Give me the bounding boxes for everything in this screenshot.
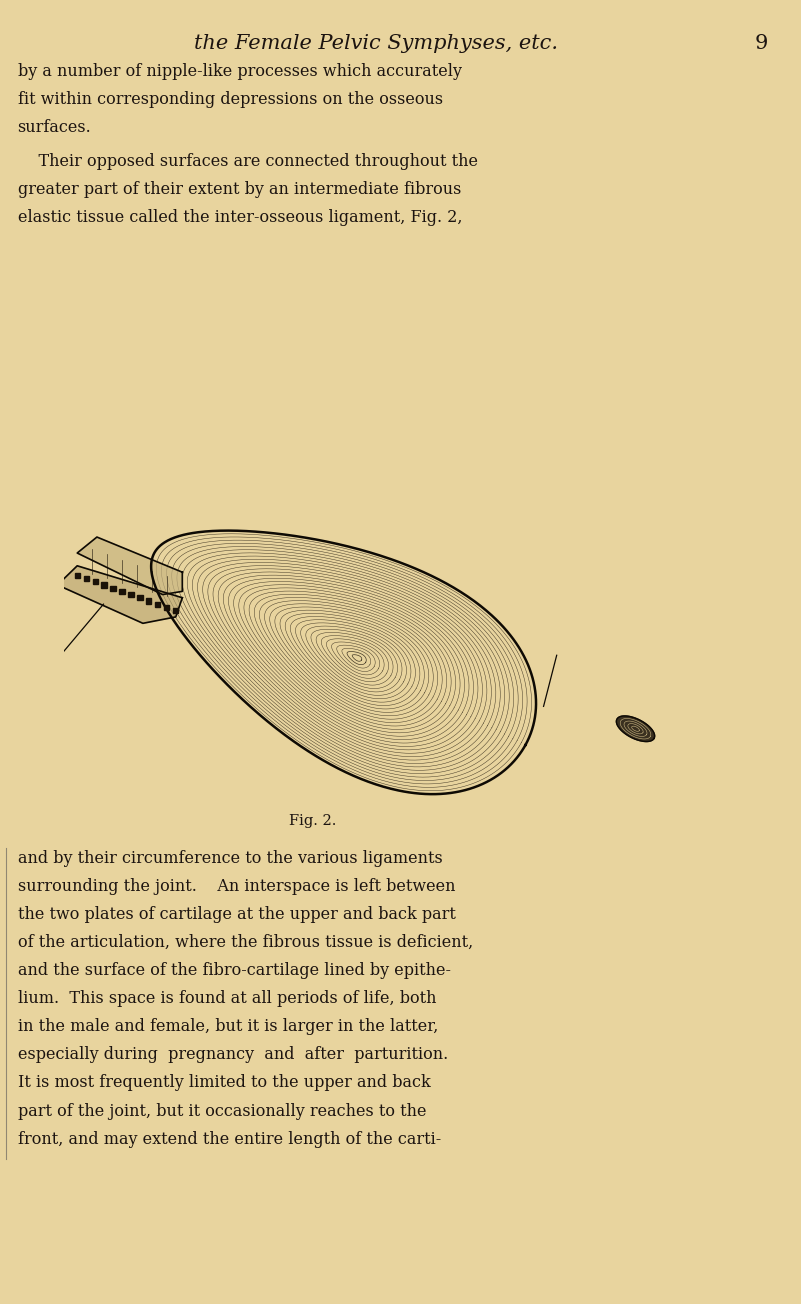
Text: and the surface of the fibro-cartilage lined by epithe-: and the surface of the fibro-cartilage l… (18, 962, 451, 979)
Bar (155, 601, 160, 606)
Text: surrounding the joint.    An interspace is left between: surrounding the joint. An interspace is … (18, 879, 455, 896)
Text: the Female Pelvic Symphyses, etc.: the Female Pelvic Symphyses, etc. (195, 34, 558, 53)
Bar (137, 595, 143, 600)
Text: especially during  pregnancy  and  after  parturition.: especially during pregnancy and after pa… (18, 1046, 448, 1064)
Bar (173, 608, 179, 613)
Text: in the male and female, but it is larger in the latter,: in the male and female, but it is larger… (18, 1018, 438, 1035)
Text: Fig. 2.: Fig. 2. (288, 814, 336, 828)
Polygon shape (77, 537, 183, 595)
Polygon shape (617, 716, 654, 742)
Polygon shape (58, 566, 183, 623)
Bar (92, 579, 98, 584)
Text: greater part of their extent by an intermediate fibrous: greater part of their extent by an inter… (18, 181, 461, 198)
Bar (147, 599, 151, 604)
Text: of the articulation, where the fibrous tissue is deficient,: of the articulation, where the fibrous t… (18, 934, 473, 952)
Bar (128, 592, 134, 597)
Bar (164, 605, 169, 610)
Text: part of the joint, but it occasionally reaches to the: part of the joint, but it occasionally r… (18, 1103, 426, 1120)
Text: and by their circumference to the various ligaments: and by their circumference to the variou… (18, 850, 442, 867)
Bar (119, 589, 125, 593)
Bar (83, 576, 89, 582)
Text: lium.  This space is found at all periods of life, both: lium. This space is found at all periods… (18, 991, 436, 1008)
Text: elastic tissue called the inter-osseous ligament, Fig. 2,: elastic tissue called the inter-osseous … (18, 210, 462, 227)
Text: front, and may extend the entire length of the carti-: front, and may extend the entire length … (18, 1131, 441, 1148)
Text: surfaces.: surfaces. (18, 119, 91, 136)
Text: fit within corresponding depressions on the osseous: fit within corresponding depressions on … (18, 90, 443, 108)
Text: the two plates of cartilage at the upper and back part: the two plates of cartilage at the upper… (18, 906, 456, 923)
Text: It is most frequently limited to the upper and back: It is most frequently limited to the upp… (18, 1074, 430, 1091)
Text: Their opposed surfaces are connected throughout the: Their opposed surfaces are connected thr… (18, 154, 477, 171)
Text: 9: 9 (755, 34, 767, 53)
Bar (102, 583, 107, 588)
Polygon shape (151, 531, 536, 794)
Bar (74, 572, 80, 578)
Text: by a number of nipple-like processes which accurately: by a number of nipple-like processes whi… (18, 63, 461, 80)
Bar (111, 585, 115, 591)
